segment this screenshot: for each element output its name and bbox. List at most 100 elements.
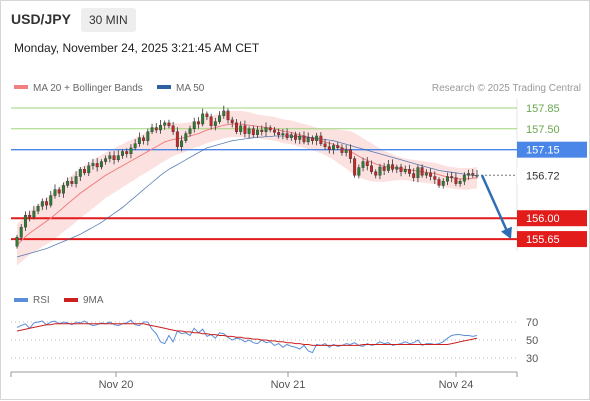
candle	[28, 210, 32, 222]
candle	[201, 108, 205, 127]
forecast-arrowhead	[500, 226, 512, 240]
candle	[462, 172, 466, 186]
candle	[146, 128, 150, 146]
candle	[450, 171, 454, 183]
candle	[327, 141, 331, 154]
legend-label-ma20: MA 20 + Bollinger Bands	[33, 83, 143, 94]
candle	[205, 111, 209, 120]
candle	[256, 126, 260, 138]
candle	[391, 159, 395, 173]
level-label: 157.50	[526, 124, 560, 136]
level-label: 157.15	[526, 145, 560, 157]
candle	[403, 165, 407, 175]
candle	[260, 125, 264, 136]
candle	[61, 182, 65, 198]
candle	[99, 159, 103, 170]
legend-swatch-ma20	[14, 85, 28, 89]
candle	[222, 105, 226, 119]
candle	[378, 163, 382, 180]
time-tick-label: Nov 20	[99, 379, 134, 391]
candle	[159, 119, 162, 134]
candle	[112, 151, 116, 165]
candle	[243, 120, 247, 138]
candle	[340, 144, 344, 156]
candle	[268, 125, 272, 133]
candle	[129, 144, 133, 159]
candle	[298, 132, 302, 145]
candle	[87, 161, 91, 177]
candle	[285, 128, 289, 141]
rsi-tick-label: 50	[526, 335, 538, 347]
legend-swatch-rsi	[14, 298, 28, 302]
candle	[336, 142, 340, 151]
rsi-tick-label: 70	[526, 317, 538, 329]
candle	[281, 129, 285, 140]
candle	[74, 171, 78, 188]
candle	[167, 119, 171, 129]
candle	[192, 117, 196, 133]
forecast-arrow	[480, 174, 509, 232]
candle	[226, 108, 230, 124]
candle	[319, 132, 323, 147]
candle	[108, 151, 112, 163]
candle	[416, 165, 420, 183]
ma50-line	[16, 135, 478, 258]
candle	[70, 176, 74, 187]
candle	[175, 127, 179, 151]
candle	[247, 126, 251, 139]
candle	[353, 156, 357, 178]
candle	[209, 113, 213, 130]
candle	[306, 132, 310, 146]
candle	[399, 163, 403, 177]
candle	[19, 224, 23, 241]
candle	[66, 177, 70, 188]
rsi-line	[16, 319, 478, 354]
candle	[180, 135, 184, 152]
last-price-tag	[517, 167, 587, 184]
level-label: 157.85	[526, 103, 560, 115]
candle	[437, 177, 441, 188]
level-tag	[517, 141, 587, 158]
timeframe-button[interactable]: 30 MIN	[81, 8, 136, 32]
candle	[272, 126, 276, 136]
candle	[23, 211, 27, 231]
candle	[408, 164, 411, 177]
candle	[420, 164, 424, 178]
legend-label-rsi: RSI	[33, 295, 50, 306]
candle	[332, 143, 335, 155]
level-tag	[517, 210, 587, 227]
candle	[441, 178, 445, 189]
time-tick-label: Nov 24	[439, 379, 474, 391]
candle	[348, 144, 352, 164]
bollinger-band	[17, 110, 477, 266]
symbol-label: USD/JPY	[11, 11, 71, 27]
candle	[361, 157, 365, 172]
candle	[116, 150, 120, 163]
credit-text: Research © 2025 Trading Central	[432, 83, 581, 94]
candle	[458, 178, 462, 187]
legend-label-ma50: MA 50	[176, 83, 205, 94]
candle	[57, 187, 61, 197]
candle	[142, 135, 146, 145]
candle	[213, 117, 217, 131]
candle	[95, 158, 99, 172]
candle	[429, 168, 433, 181]
candle	[40, 198, 44, 211]
candle	[78, 166, 82, 182]
candle	[289, 132, 293, 141]
candle	[344, 145, 348, 157]
candle	[323, 139, 327, 150]
candle	[125, 148, 129, 158]
candle	[121, 149, 124, 159]
candle	[171, 122, 175, 135]
candle	[154, 123, 158, 134]
candle	[184, 131, 188, 144]
timestamp: Monday, November 24, 2025 3:21:45 AM CET	[14, 41, 260, 55]
legend: MA 20 + Bollinger Bands MA 50	[14, 83, 205, 94]
candle	[454, 172, 458, 187]
candle	[445, 172, 449, 186]
candle	[133, 139, 137, 151]
candle	[395, 164, 399, 174]
candle	[251, 125, 255, 138]
